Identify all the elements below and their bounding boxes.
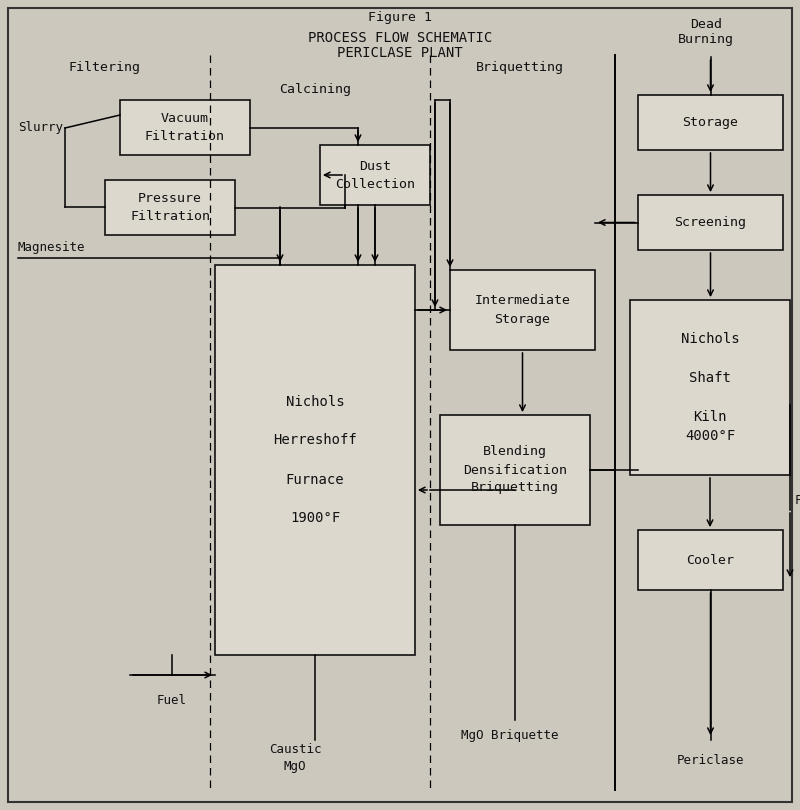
Bar — [450, 270, 595, 350]
Text: Blending
Densification
Briquetting: Blending Densification Briquetting — [463, 446, 567, 494]
Bar — [638, 195, 783, 250]
Text: Magnesite: Magnesite — [18, 241, 86, 254]
Text: Caustic
MgO: Caustic MgO — [269, 743, 322, 773]
Text: MgO Briquette: MgO Briquette — [462, 728, 558, 741]
Text: Fuel: Fuel — [795, 493, 800, 506]
Text: Figure 1: Figure 1 — [368, 11, 432, 24]
Text: Burning: Burning — [678, 33, 734, 46]
Text: Screening: Screening — [674, 216, 746, 229]
Text: Cooler: Cooler — [686, 553, 734, 566]
Bar — [630, 300, 790, 475]
Bar — [638, 530, 783, 590]
Text: Vacuum
Filtration: Vacuum Filtration — [145, 112, 225, 143]
Text: Slurry: Slurry — [18, 122, 63, 134]
Text: PROCESS FLOW SCHEMATIC: PROCESS FLOW SCHEMATIC — [308, 31, 492, 45]
Bar — [105, 180, 235, 235]
Text: Briquetting: Briquetting — [476, 62, 564, 75]
Bar — [120, 100, 250, 155]
Bar — [320, 145, 430, 205]
Text: PERICLASE PLANT: PERICLASE PLANT — [337, 46, 463, 60]
Text: Periclase: Periclase — [676, 753, 744, 766]
Text: Fuel: Fuel — [157, 693, 187, 706]
Text: Dead: Dead — [690, 19, 722, 32]
Text: Intermediate
Storage: Intermediate Storage — [474, 295, 570, 326]
Text: Nichols

Shaft

Kiln
4000°F: Nichols Shaft Kiln 4000°F — [681, 332, 739, 443]
Bar — [215, 265, 415, 655]
Text: Calcining: Calcining — [279, 83, 351, 96]
Bar — [440, 415, 590, 525]
Text: Storage: Storage — [682, 116, 738, 129]
Text: Nichols

Herreshoff

Furnace

1900°F: Nichols Herreshoff Furnace 1900°F — [273, 394, 357, 526]
Text: Dust
Collection: Dust Collection — [335, 160, 415, 190]
Text: Filtering: Filtering — [69, 62, 141, 75]
Text: Pressure
Filtration: Pressure Filtration — [130, 192, 210, 223]
Bar — [638, 95, 783, 150]
